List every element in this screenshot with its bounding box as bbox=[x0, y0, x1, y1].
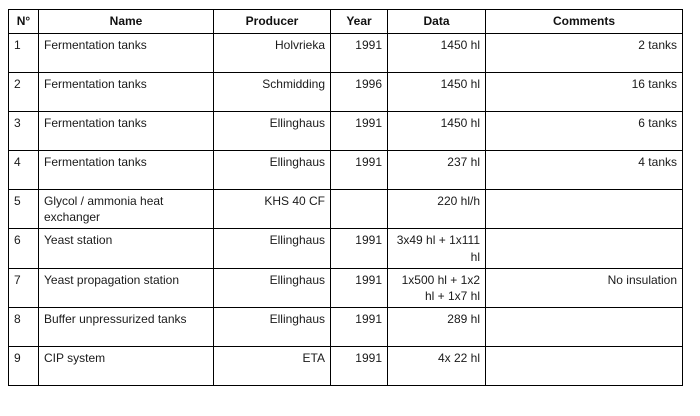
equipment-table: N° Name Producer Year Data Comments 1 Fer… bbox=[8, 9, 683, 387]
cell-year: 1991 bbox=[330, 307, 388, 348]
cell-year: 1996 bbox=[330, 72, 388, 112]
table-row: 3 Fermentation tanks Ellinghaus 1991 1450 hl… bbox=[8, 111, 683, 151]
cell-producer: Ellinghaus bbox=[213, 111, 331, 151]
table-row: 4 Fermentation tanks Ellinghaus 1991 237 hl 4… bbox=[8, 150, 683, 190]
cell-name: Yeast station bbox=[38, 228, 214, 269]
cell-producer: Schmidding bbox=[213, 72, 331, 112]
cell-name: Fermentation tanks bbox=[38, 111, 214, 151]
cell-year: 1991 bbox=[330, 346, 388, 387]
cell-no: 4 bbox=[8, 150, 39, 190]
cell-name: Fermentation tanks bbox=[38, 150, 214, 190]
cell-data: 237 hl bbox=[387, 150, 486, 190]
cell-comments: No insulation bbox=[485, 267, 683, 309]
table-row: 8 Buffer unpressurized tanks Ellinghaus 199… bbox=[8, 307, 683, 348]
cell-data: 1450 hl bbox=[387, 72, 486, 112]
cell-data: 1x500 hl + 1x2 hl + 1x7 hl bbox=[387, 267, 486, 309]
cell-no: 5 bbox=[8, 188, 39, 230]
cell-producer: KHS 40 CF bbox=[213, 188, 331, 230]
table-row: 2 Fermentation tanks Schmidding 1996 1450 hl… bbox=[8, 72, 683, 112]
table-row: 9 CIP system ETA 1991 4x 22 hl bbox=[8, 346, 683, 387]
cell-no: 3 bbox=[8, 111, 39, 151]
table-row: 7 Yeast propagation station Ellinghaus 1991… bbox=[8, 267, 683, 309]
cell-year: 1991 bbox=[330, 228, 388, 269]
cell-name: CIP system bbox=[38, 346, 214, 387]
cell-producer: Ellinghaus bbox=[213, 307, 331, 348]
cell-year: 1991 bbox=[330, 33, 388, 73]
cell-comments bbox=[485, 228, 683, 269]
column-header-comments: Comments bbox=[485, 9, 683, 34]
cell-data: 289 hl bbox=[387, 307, 486, 348]
cell-no: 1 bbox=[8, 33, 39, 73]
cell-comments: 6 tanks bbox=[485, 111, 683, 151]
cell-year: 1991 bbox=[330, 267, 388, 309]
column-header-producer: Producer bbox=[213, 9, 331, 34]
cell-comments bbox=[485, 188, 683, 230]
cell-comments bbox=[485, 346, 683, 387]
column-header-data: Data bbox=[387, 9, 486, 34]
cell-no: 6 bbox=[8, 228, 39, 269]
cell-comments: 4 tanks bbox=[485, 150, 683, 190]
cell-name: Buffer unpressurized tanks bbox=[38, 307, 214, 348]
cell-data: 4x 22 hl bbox=[387, 346, 486, 387]
cell-year: 1991 bbox=[330, 111, 388, 151]
cell-no: 2 bbox=[8, 72, 39, 112]
cell-data: 1450 hl bbox=[387, 111, 486, 151]
table-row: 1 Fermentation tanks Holvrieka 1991 1450 hl 2… bbox=[8, 33, 683, 73]
cell-data: 3x49 hl + 1x111 hl bbox=[387, 228, 486, 269]
column-header-name: Name bbox=[38, 9, 214, 34]
cell-year: 1991 bbox=[330, 150, 388, 190]
column-header-no: N° bbox=[8, 9, 39, 34]
cell-data: 220 hl/h bbox=[387, 188, 486, 230]
cell-producer: Holvrieka bbox=[213, 33, 331, 73]
cell-name: Fermentation tanks bbox=[38, 33, 214, 73]
cell-producer: Ellinghaus bbox=[213, 228, 331, 269]
cell-no: 9 bbox=[8, 346, 39, 387]
cell-producer: Ellinghaus bbox=[213, 267, 331, 309]
cell-no: 7 bbox=[8, 267, 39, 309]
cell-name: Fermentation tanks bbox=[38, 72, 214, 112]
table-row: 6 Yeast station Ellinghaus 1991 3x49 hl + 1x… bbox=[8, 228, 683, 269]
cell-comments bbox=[485, 307, 683, 348]
cell-producer: Ellinghaus bbox=[213, 150, 331, 190]
header-row: N° Name Producer Year Data Comments bbox=[8, 9, 683, 34]
cell-producer: ETA bbox=[213, 346, 331, 387]
column-header-year: Year bbox=[330, 9, 388, 34]
cell-no: 8 bbox=[8, 307, 39, 348]
table-body: 1 Fermentation tanks Holvrieka 1991 1450 hl 2… bbox=[8, 33, 683, 387]
cell-comments: 16 tanks bbox=[485, 72, 683, 112]
cell-year bbox=[330, 188, 388, 230]
cell-name: Yeast propagation station bbox=[38, 267, 214, 309]
table-row: 5 Glycol / ammonia heat exchanger KHS 40 C… bbox=[8, 188, 683, 230]
cell-comments: 2 tanks bbox=[485, 33, 683, 73]
cell-name: Glycol / ammonia heat exchanger bbox=[38, 188, 214, 230]
cell-data: 1450 hl bbox=[387, 33, 486, 73]
